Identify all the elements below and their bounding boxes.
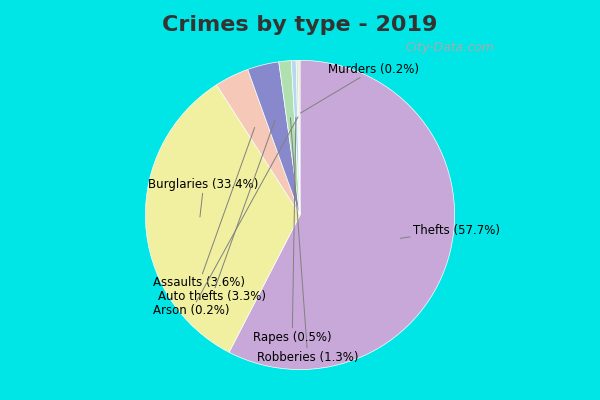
Wedge shape: [296, 60, 300, 215]
Title: Crimes by type - 2019: Crimes by type - 2019: [163, 15, 437, 35]
Wedge shape: [279, 60, 300, 215]
Wedge shape: [217, 70, 300, 215]
Text: Robberies (1.3%): Robberies (1.3%): [257, 118, 358, 364]
Wedge shape: [145, 85, 300, 352]
Text: Murders (0.2%): Murders (0.2%): [301, 63, 419, 113]
Text: Rapes (0.5%): Rapes (0.5%): [253, 117, 332, 344]
Wedge shape: [248, 62, 300, 215]
Text: Auto thefts (3.3%): Auto thefts (3.3%): [158, 120, 275, 303]
Wedge shape: [298, 60, 300, 215]
Text: Arson (0.2%): Arson (0.2%): [153, 117, 298, 317]
Wedge shape: [229, 60, 455, 370]
Text: Burglaries (33.4%): Burglaries (33.4%): [148, 178, 259, 217]
Text: Thefts (57.7%): Thefts (57.7%): [400, 224, 500, 238]
Text: City-Data.com: City-Data.com: [406, 42, 494, 54]
Text: Assaults (3.6%): Assaults (3.6%): [153, 128, 254, 290]
Wedge shape: [291, 60, 300, 215]
